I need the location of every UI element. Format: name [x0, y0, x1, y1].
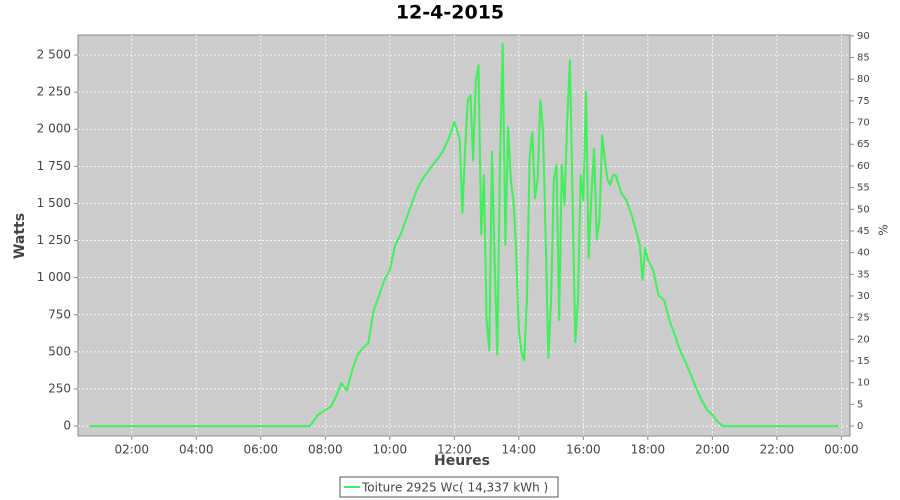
y-tick-label: 250: [48, 381, 71, 395]
y2-tick-label: 5: [857, 399, 863, 410]
y-axis-label: Watts: [12, 213, 28, 259]
x-tick-label: 16:00: [566, 443, 601, 457]
legend-box: [339, 476, 559, 498]
y-tick-label: 1 250: [37, 233, 71, 247]
y2-tick-label: 50: [857, 204, 870, 215]
y-tick-label: 2 500: [37, 48, 71, 62]
y-tick-label: 500: [48, 344, 71, 358]
y2-tick-label: 70: [857, 118, 870, 129]
x-axis-label: Heures: [434, 453, 490, 469]
y-tick-label: 1 750: [37, 159, 71, 173]
x-tick-label: 02:00: [114, 443, 149, 457]
x-tick-label: 18:00: [631, 443, 666, 457]
x-tick-label: 20:00: [695, 443, 730, 457]
y2-tick-label: 35: [857, 269, 870, 280]
y2-tick-label: 10: [857, 378, 870, 389]
y2-tick-label: 40: [857, 248, 870, 259]
y-tick-label: 1 000: [37, 270, 71, 284]
y2-tick-label: 45: [857, 226, 870, 237]
y2-tick-label: 55: [857, 183, 870, 194]
y-tick-label: 1 500: [37, 196, 71, 210]
x-tick-label: 00:00: [824, 443, 859, 457]
y2-tick-label: 75: [857, 96, 870, 107]
x-tick-label: 08:00: [308, 443, 343, 457]
x-tick-label: 22:00: [760, 443, 795, 457]
y2-tick-label: 65: [857, 139, 870, 150]
x-tick-label: 14:00: [502, 443, 537, 457]
y2-tick-label: 80: [857, 74, 870, 85]
legend-label: Toiture 2925 Wc( 14,337 kWh ): [361, 481, 548, 495]
y2-tick-label: 30: [857, 291, 870, 302]
y2-tick-label: 0: [857, 421, 863, 432]
x-tick-label: 06:00: [243, 443, 278, 457]
y2-tick-label: 85: [857, 53, 870, 64]
legend: Toiture 2925 Wc( 14,337 kWh ): [339, 476, 559, 498]
x-tick-label: 10:00: [373, 443, 408, 457]
y-tick-label: 0: [63, 419, 71, 433]
y2-tick-label: 20: [857, 334, 870, 345]
y-tick-label: 2 250: [37, 85, 71, 99]
y2-tick-label: 15: [857, 356, 870, 367]
chart-title: 12-4-2015: [396, 2, 504, 24]
y2-axis: 0 5 10 15 20 25 30 35 40 45 50 55 60 65 70 75 80 85 90: [850, 31, 870, 432]
y2-axis-label: %: [877, 224, 891, 235]
plot-area: [77, 34, 851, 437]
y2-tick-label: 60: [857, 161, 870, 172]
series-line: [89, 42, 839, 428]
y2-tick-label: 25: [857, 313, 870, 324]
y2-tick-label: 90: [857, 31, 870, 42]
y-tick-label: 750: [48, 307, 71, 321]
y-tick-label: 2 000: [37, 122, 71, 136]
x-tick-label: 12:00: [437, 443, 472, 457]
x-tick-label: 04:00: [179, 443, 214, 457]
